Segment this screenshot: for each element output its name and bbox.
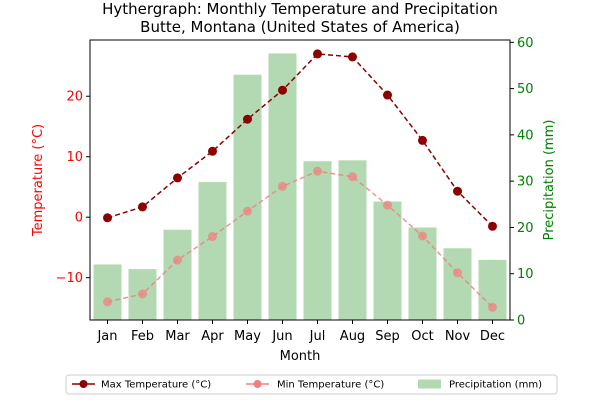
left-axis-label: Temperature (°C): [31, 124, 46, 237]
plot-frame: [89, 39, 511, 321]
x-tick-label: Aug: [340, 329, 365, 344]
left-tick-label: 10: [66, 150, 83, 165]
legend-precip-label: Precipitation (mm): [449, 380, 542, 391]
legend-precip-swatch: [418, 379, 441, 389]
max-temp-point-mar: [173, 173, 182, 183]
right-tick-label: 40: [517, 128, 534, 143]
precipitation-bar-mar: [163, 229, 192, 320]
right-tick-label: 0: [517, 314, 525, 329]
x-tick-label: Mar: [165, 329, 190, 344]
legend: Max Temperature (°C) Min Temperature (°C)…: [65, 374, 558, 395]
precipitation-bar-nov: [443, 248, 472, 320]
chart-subtitle: Butte, Montana (United States of America…: [140, 18, 460, 36]
x-axis-label: Month: [280, 349, 321, 364]
x-tick-label: Oct: [411, 329, 433, 344]
precipitation-bar-sep: [373, 201, 402, 320]
legend-min-marker: [253, 380, 262, 388]
max-temp-point-oct: [418, 135, 427, 145]
chart-title: Hythergraph: Monthly Temperature and Pre…: [102, 0, 498, 18]
max-temp-point-jun: [278, 85, 287, 95]
x-tick-label: Apr: [201, 329, 224, 344]
max-temp-point-apr: [208, 146, 217, 156]
max-temp-point-feb: [138, 202, 147, 212]
max-temp-point-may: [243, 114, 252, 124]
min-temp-point-jun: [278, 181, 287, 191]
x-tick-label: Jun: [271, 329, 292, 344]
x-tick-label: Dec: [480, 329, 505, 344]
right-y-axis: 0 10 20 30 40 50 60: [510, 36, 534, 329]
x-tick-label: Feb: [131, 329, 154, 344]
max-temp-point-jul: [313, 49, 322, 59]
min-temp-point-feb: [138, 289, 147, 299]
precipitation-bars: [93, 53, 507, 321]
x-tick-label: Jul: [309, 329, 326, 344]
temperature-lines: [103, 49, 497, 312]
legend-max-label: Max Temperature (°C): [101, 380, 211, 391]
min-temp-point-sep: [383, 200, 392, 210]
precipitation-bar-oct: [408, 227, 437, 320]
right-tick-label: 50: [517, 82, 534, 97]
right-tick-label: 20: [517, 221, 534, 236]
precipitation-bar-jan: [93, 264, 122, 320]
legend-min-label: Min Temperature (°C): [277, 380, 384, 391]
right-tick-label: 30: [517, 175, 534, 190]
min-temp-point-aug: [348, 172, 357, 182]
max-temp-point-jan: [103, 213, 112, 223]
x-axis: Jan Feb Mar Apr May Jun Jul Aug Sep Oct Nov Dec: [96, 320, 505, 344]
min-temp-point-mar: [173, 255, 182, 265]
x-tick-label: Sep: [375, 329, 400, 344]
x-tick-label: Jan: [96, 329, 117, 344]
legend-max-marker: [79, 380, 88, 388]
max-temp-point-nov: [453, 186, 462, 196]
min-temp-point-dec: [488, 302, 497, 312]
min-temp-point-nov: [453, 268, 462, 278]
right-tick-label: 10: [517, 267, 534, 282]
right-axis-label: Precipitation (mm): [542, 120, 557, 241]
precipitation-bar-apr: [198, 182, 227, 320]
min-temp-point-oct: [418, 231, 427, 241]
min-temp-point-may: [243, 206, 252, 216]
min-temp-point-apr: [208, 232, 217, 242]
x-tick-label: May: [234, 329, 261, 344]
min-temp-point-jan: [103, 297, 112, 307]
min-temp-line: [107, 170, 494, 308]
max-temp-point-sep: [383, 90, 392, 100]
min-temp-point-jul: [313, 166, 322, 176]
right-tick-label: 60: [517, 36, 534, 51]
max-temp-point-aug: [348, 52, 357, 62]
precipitation-bar-jul: [303, 161, 332, 320]
max-temp-point-dec: [488, 221, 497, 231]
left-tick-label: 0: [75, 211, 83, 226]
precipitation-bar-aug: [338, 160, 367, 320]
max-temp-line: [107, 53, 494, 227]
left-tick-label: −10: [56, 271, 83, 286]
x-tick-label: Nov: [445, 329, 471, 344]
left-tick-label: 20: [66, 90, 83, 105]
left-y-axis: −10 0 10 20: [56, 90, 90, 286]
